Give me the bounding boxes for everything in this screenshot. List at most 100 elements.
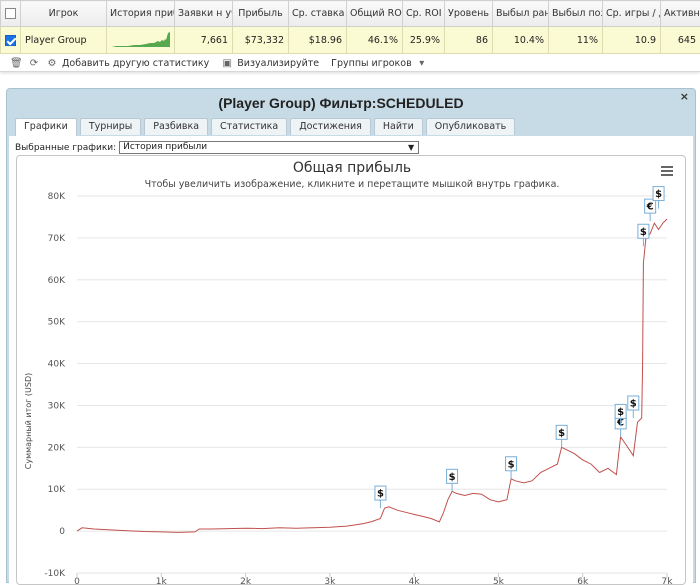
x-tick-label: 0 — [74, 577, 80, 585]
level-cell: 86 — [445, 27, 493, 54]
x-tick-label: 1k — [156, 577, 168, 585]
y-tick-label: 20K — [48, 443, 66, 453]
visualize-button[interactable]: ▣ Визуализируйте — [221, 58, 319, 69]
early-out-cell: 10.4% — [493, 27, 549, 54]
column-header[interactable]: Ср. игры / д — [603, 1, 661, 27]
avg-roi-cell: 25.9% — [403, 27, 445, 54]
marker-symbol: $ — [508, 459, 515, 470]
visualize-label: Визуализируйте — [237, 58, 319, 69]
header-select-all[interactable] — [1, 1, 21, 27]
y-axis-ticks: -10K 0 10K 20K 30K 40K 50K 60K 70K 80K — [44, 192, 66, 579]
column-header[interactable]: Ср. ставка — [289, 1, 347, 27]
x-tick-label: 7k — [662, 577, 674, 585]
profit-cell: $73,332 — [233, 27, 289, 54]
tab-find[interactable]: Найти — [374, 118, 423, 135]
chart-panel: (Player Group) Фильтр:SCHEDULED × График… — [6, 88, 696, 583]
y-tick-label: 40K — [48, 360, 66, 370]
y-tick-label: 0 — [59, 527, 65, 537]
row-select-cell[interactable] — [1, 27, 21, 54]
marker-symbol: $ — [655, 189, 662, 200]
y-tick-label: 70K — [48, 234, 66, 244]
panel-body: Выбранные графики: История прибыли ▼ -10… — [9, 136, 693, 583]
tab-achievements[interactable]: Достижения — [290, 118, 371, 135]
x-tick-label: 3k — [324, 577, 336, 585]
chart-marker[interactable]: $ — [638, 224, 649, 246]
y-tick-label: 50K — [48, 318, 66, 328]
x-tick-label: 4k — [409, 577, 421, 585]
marker-symbol: $ — [449, 472, 456, 483]
tab-charts[interactable]: Графики — [15, 118, 77, 136]
chart-grid — [77, 196, 667, 573]
tab-breakdown[interactable]: Разбивка — [144, 118, 208, 135]
stats-panel: Игрок История прибыли Заявки н уч Прибыл… — [0, 0, 700, 72]
image-icon: ▣ — [221, 58, 233, 69]
refresh-icon[interactable]: ⟳ — [28, 58, 40, 69]
panel-tabs: Графики Турниры Разбивка Статистика Дост… — [15, 118, 515, 136]
stats-table: Игрок История прибыли Заявки н уч Прибыл… — [0, 0, 700, 54]
trash-icon[interactable]: 🗑 — [10, 58, 22, 69]
profit-chart[interactable]: -10K 0 10K 20K 30K 40K 50K 60K 70K 80K 0 1k 2k 3k 4k 5… — [17, 156, 686, 585]
column-header[interactable]: Уровень — [445, 1, 493, 27]
y-axis-label: Суммарный итог (USD) — [24, 373, 33, 470]
chart-marker[interactable]: $ — [375, 486, 386, 508]
player-groups-label: Группы игроков — [331, 58, 412, 69]
profit-history-sparkline — [107, 27, 175, 54]
tab-tournaments[interactable]: Турниры — [80, 118, 141, 135]
table-row[interactable]: Player Group 7,661 $73,332 $18.96 46.1% … — [1, 27, 700, 54]
close-icon[interactable]: × — [680, 90, 689, 103]
chart-container[interactable]: -10K 0 10K 20K 30K 40K 50K 60K 70K 80K 0 1k 2k 3k 4k 5… — [16, 155, 686, 585]
chart-selector-dropdown[interactable]: История прибыли ▼ — [119, 141, 419, 154]
column-header[interactable]: Игрок — [21, 1, 107, 27]
x-tick-label: 5k — [493, 577, 505, 585]
chart-selector-value: История прибыли — [123, 142, 207, 152]
add-stats-button[interactable]: ⚙ Добавить другую статистику — [46, 58, 209, 69]
row-checkbox[interactable] — [5, 35, 16, 46]
panel-title: (Player Group) Фильтр:SCHEDULED — [7, 95, 695, 111]
y-tick-label: -10K — [44, 569, 66, 579]
tab-statistics[interactable]: Статистика — [211, 118, 287, 135]
x-tick-label: 2k — [240, 577, 252, 585]
y-tick-label: 30K — [48, 401, 66, 411]
sparkline-chart — [110, 30, 172, 48]
stats-toolbar: 🗑 ⟳ ⚙ Добавить другую статистику ▣ Визуа… — [0, 54, 434, 72]
add-stats-label: Добавить другую статистику — [62, 58, 209, 69]
column-header[interactable]: Общий ROI — [347, 1, 403, 27]
gear-icon: ⚙ — [46, 58, 58, 69]
y-tick-label: 80K — [48, 192, 66, 202]
tab-publish[interactable]: Опубликовать — [426, 118, 516, 135]
chart-marker[interactable]: $ — [556, 425, 567, 447]
chart-marker[interactable]: € — [645, 199, 656, 221]
chevron-down-icon: ▼ — [408, 142, 414, 153]
marker-symbol: $ — [640, 227, 647, 238]
column-header[interactable]: Прибыль — [233, 1, 289, 27]
chart-selector-label: Выбранные графики: — [15, 143, 116, 153]
chart-marker[interactable]: $ — [506, 457, 517, 479]
player-groups-menu[interactable]: Группы игроков ▾ — [331, 58, 428, 69]
column-header[interactable]: Заявки н уч — [175, 1, 233, 27]
column-header[interactable]: Ср. ROI — [403, 1, 445, 27]
chart-marker[interactable]: $ — [628, 396, 639, 418]
x-tick-label: 6k — [577, 577, 589, 585]
x-axis-ticks: 0 1k 2k 3k 4k 5k 6k 7k — [74, 573, 673, 585]
column-header[interactable]: Выбыл поз — [549, 1, 603, 27]
marker-symbol: $ — [630, 399, 637, 410]
select-all-checkbox[interactable] — [5, 8, 16, 19]
late-out-cell: 11% — [549, 27, 603, 54]
marker-symbol: $ — [377, 489, 384, 500]
player-name-cell: Player Group — [21, 27, 107, 54]
chart-marker[interactable]: $ — [447, 469, 458, 491]
marker-symbol: $ — [617, 407, 624, 418]
chart-title: Общая прибыль — [293, 160, 411, 176]
column-header[interactable]: Выбыл ранс — [493, 1, 549, 27]
column-header[interactable]: История прибыли — [107, 1, 175, 27]
marker-symbol: $ — [558, 428, 565, 439]
column-header[interactable]: Активные — [661, 1, 700, 27]
y-tick-label: 10K — [48, 485, 66, 495]
chart-markers[interactable]: $$$$€$$$€$ — [375, 187, 664, 509]
chart-subtitle: Чтобы увеличить изображение, кликните и … — [145, 179, 560, 190]
y-tick-label: 60K — [48, 276, 66, 286]
entries-cell: 7,661 — [175, 27, 233, 54]
marker-symbol: € — [646, 202, 654, 213]
hamburger-menu-icon[interactable] — [661, 166, 673, 176]
active-cell: 645 — [661, 27, 700, 54]
